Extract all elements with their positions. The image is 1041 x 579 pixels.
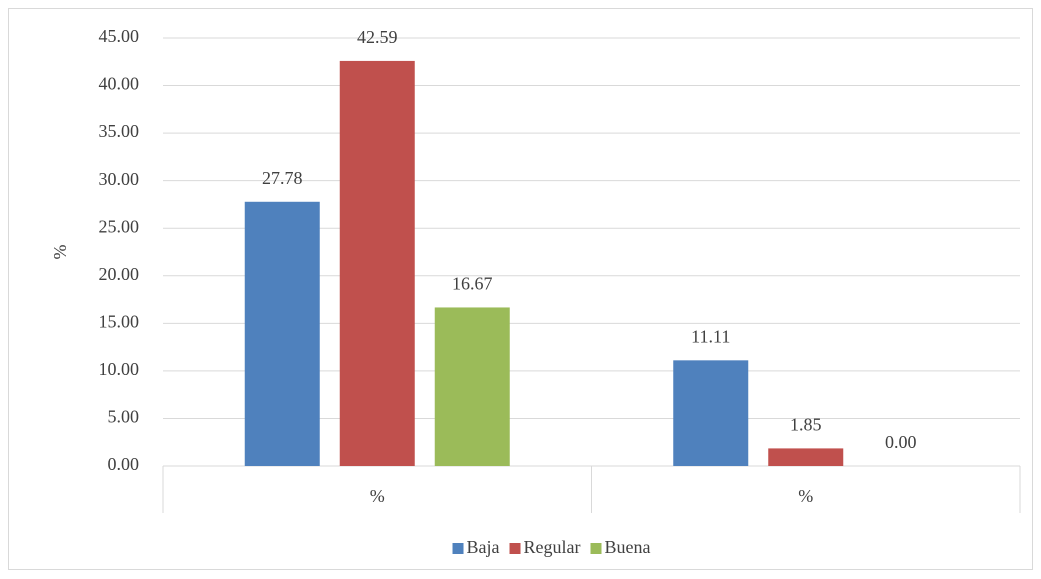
- legend-label: Buena: [605, 537, 651, 557]
- y-tick-label: 40.00: [99, 74, 140, 94]
- y-tick-label: 30.00: [99, 169, 140, 189]
- y-tick-label: 25.00: [99, 216, 140, 236]
- y-tick-label: 35.00: [99, 121, 140, 141]
- y-tick-label: 5.00: [108, 407, 140, 427]
- y-tick-label: 20.00: [99, 264, 140, 284]
- x-tick-label: %: [798, 486, 813, 506]
- legend-label: Baja: [467, 537, 500, 557]
- y-axis-title: %: [50, 245, 70, 260]
- y-tick-label: 45.00: [99, 26, 140, 46]
- bar: [244, 201, 320, 467]
- data-label: 11.11: [691, 326, 730, 346]
- y-tick-label: 10.00: [99, 359, 140, 379]
- bar: [434, 307, 510, 466]
- data-label: 1.85: [790, 415, 822, 435]
- chart-border: [8, 8, 1033, 570]
- bar: [673, 360, 749, 466]
- data-label: 16.67: [452, 274, 493, 294]
- y-tick-label: 0.00: [108, 454, 140, 474]
- legend-swatch: [452, 543, 464, 554]
- bar: [768, 448, 844, 466]
- legend-swatch: [509, 543, 521, 554]
- y-tick-label: 15.00: [99, 311, 140, 331]
- bar: [339, 60, 415, 466]
- data-label: 0.00: [885, 432, 917, 452]
- legend-label: Regular: [524, 537, 581, 557]
- legend-swatch: [590, 543, 602, 554]
- data-label: 27.78: [262, 168, 303, 188]
- x-tick-label: %: [370, 486, 385, 506]
- data-label: 42.59: [357, 27, 398, 47]
